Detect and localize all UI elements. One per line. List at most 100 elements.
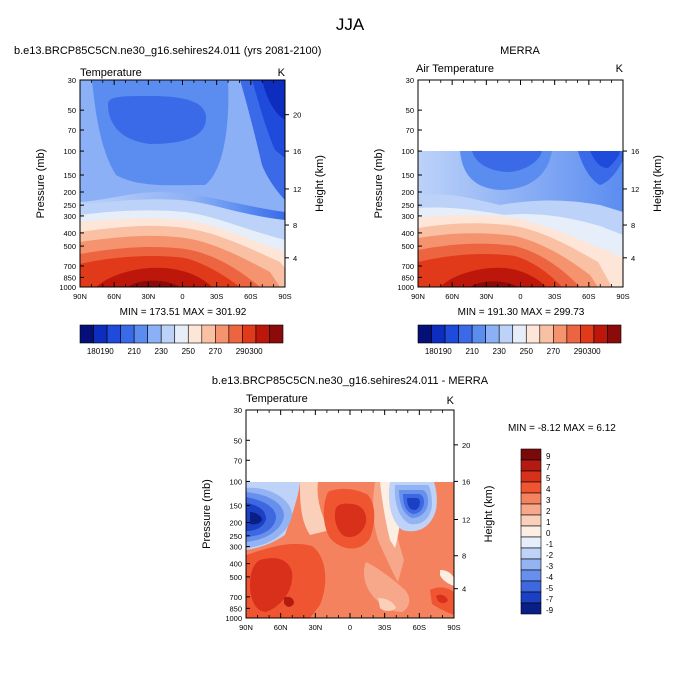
colorbar-label: 210	[465, 347, 479, 356]
height-tick-label: 8	[631, 221, 635, 230]
x-tick-label: 90N	[239, 623, 253, 632]
colorbar-label: 300	[249, 347, 263, 356]
colorbar-swatch	[520, 569, 542, 582]
axes: 305070100150200250300400500700850100090N…	[35, 76, 326, 301]
y-tick-label: 300	[63, 212, 76, 221]
y-tick-label: 1000	[225, 614, 242, 623]
height-tick-label: 20	[462, 441, 470, 450]
colorbar-swatch	[431, 324, 446, 344]
y-tick-label: 100	[401, 147, 414, 156]
x-tick-label: 90S	[447, 623, 460, 632]
colorbar-label: 0	[546, 529, 551, 538]
y-tick-label: 100	[229, 477, 242, 486]
x-tick-label: 30N	[479, 292, 493, 301]
colorbar: 9 7 5 4 3 2 1 0 -1 -2 -3 -4 -5 -7 -9	[520, 448, 554, 615]
x-tick-label: 60S	[582, 292, 595, 301]
y-axis-label: Pressure (mb)	[201, 479, 213, 549]
colorbar: 180 190 210 230 250 270 290 300	[79, 324, 284, 356]
y-tick-label: 500	[401, 242, 414, 251]
y-tick-label: 700	[63, 262, 76, 271]
colorbar-swatch	[520, 558, 542, 571]
colorbar-swatch	[520, 580, 542, 593]
height-tick-label: 12	[631, 185, 639, 194]
panel-model: b.e13.BRCP85C5CN.ne30_g16.sehires24.011 …	[14, 45, 326, 356]
x-tick-label: 90N	[411, 292, 425, 301]
colorbar-swatch	[520, 470, 542, 483]
y-axis-right-label: Height (km)	[314, 155, 326, 212]
y-tick-label: 400	[401, 229, 414, 238]
y-tick-label: 400	[63, 229, 76, 238]
panel-title: MERRA	[500, 45, 540, 57]
colorbar-swatch	[201, 324, 216, 344]
difference-field	[246, 482, 454, 618]
panel-left-label: Temperature	[246, 393, 308, 405]
colorbar-label: 2	[546, 507, 551, 516]
colorbar-swatch	[520, 525, 542, 538]
colorbar-swatch	[539, 324, 554, 344]
colorbar-label: 9	[546, 452, 551, 461]
axes: 305070100150200250300400500700850100090N…	[201, 406, 495, 632]
colorbar-label: 1	[546, 518, 551, 527]
x-tick-label: 60S	[413, 623, 426, 632]
y-tick-label: 850	[401, 273, 414, 282]
x-tick-label: 0	[518, 292, 522, 301]
height-tick-label: 16	[293, 147, 301, 156]
colorbar-swatch	[520, 547, 542, 560]
stats-text: MIN = 191.30 MAX = 299.73	[458, 307, 585, 318]
y-tick-label: 200	[229, 519, 242, 528]
colorbar-label: 180	[87, 347, 101, 356]
colorbar-label: 3	[546, 496, 551, 505]
y-tick-label: 700	[229, 593, 242, 602]
y-tick-label: 850	[63, 273, 76, 282]
colorbar-label: 4	[546, 485, 551, 494]
y-tick-label: 250	[63, 201, 76, 210]
colorbar-swatch	[520, 503, 542, 516]
colorbar-swatch	[242, 324, 257, 344]
colorbar-label: -2	[546, 551, 554, 560]
colorbar-label: -5	[546, 584, 554, 593]
panel-left-label: Temperature	[80, 67, 142, 79]
colorbar-swatch	[187, 324, 203, 344]
colorbar-swatch	[458, 324, 473, 344]
colorbar-label: 250	[520, 347, 534, 356]
y-tick-label: 700	[401, 262, 414, 271]
y-axis-right-label: Height (km)	[652, 155, 664, 212]
colorbar-label: -4	[546, 573, 554, 582]
colorbar-swatch	[520, 591, 542, 604]
y-tick-label: 1000	[59, 283, 76, 292]
axes: 305070100150200250300400500700850100090N…	[373, 76, 664, 301]
x-tick-label: 30S	[548, 292, 561, 301]
colorbar-swatch	[174, 324, 189, 344]
y-tick-label: 200	[401, 188, 414, 197]
y-tick-label: 250	[401, 201, 414, 210]
y-tick-label: 300	[401, 212, 414, 221]
colorbar-label: -9	[546, 606, 554, 615]
y-tick-label: 70	[406, 126, 414, 135]
colorbar-swatch	[566, 324, 581, 344]
colorbar-swatch	[160, 324, 176, 344]
y-axis-label: Pressure (mb)	[373, 149, 385, 219]
x-tick-label: 60N	[107, 292, 121, 301]
y-tick-label: 50	[68, 106, 76, 115]
y-tick-label: 500	[229, 573, 242, 582]
colorbar-swatch	[215, 324, 230, 344]
y-tick-label: 850	[229, 604, 242, 613]
x-tick-label: 0	[348, 623, 352, 632]
stats-text: MIN = 173.51 MAX = 301.92	[120, 307, 247, 318]
colorbar-label: -7	[546, 595, 554, 604]
colorbar-swatch	[520, 481, 542, 494]
height-tick-label: 4	[462, 585, 466, 594]
colorbar-label: 270	[209, 347, 223, 356]
y-tick-label: 150	[63, 171, 76, 180]
colorbar-label: 290	[574, 347, 588, 356]
colorbar-swatch	[147, 324, 162, 344]
height-tick-label: 4	[631, 254, 635, 263]
colorbar-label: 180	[425, 347, 439, 356]
y-tick-label: 30	[406, 76, 414, 85]
colorbar-swatch	[444, 324, 459, 344]
colorbar-swatch	[471, 324, 486, 344]
colorbar: 180 190 210 230 250 270 290 300	[417, 324, 622, 356]
panel-merra: MERRA Air Temperature K 30 50 70 100 150 200 2…	[373, 45, 664, 356]
colorbar-label: 270	[547, 347, 561, 356]
colorbar-swatch	[553, 324, 568, 344]
